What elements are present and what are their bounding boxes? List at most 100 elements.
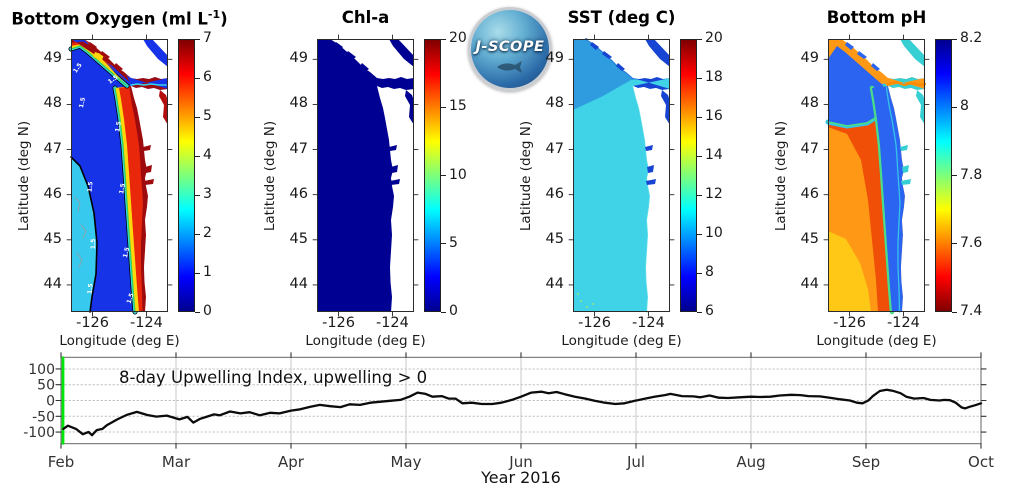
colorbar-tick-label: 2 xyxy=(203,225,212,241)
panel-chl-a: Chl-a Latitude (deg N) Longitude (deg E)… xyxy=(262,8,467,349)
timeseries-x-axis-label: Year 2016 xyxy=(481,468,561,487)
lon-tick-label: -124 xyxy=(129,315,163,331)
colorbar-bottom-ph xyxy=(935,39,952,312)
panel-bottom-oxygen: Bottom Oxygen (ml L-1) Latitude (deg N) … xyxy=(11,8,227,349)
colorbar-tick-label: 6 xyxy=(203,69,212,85)
month-tick-label: Feb xyxy=(48,453,75,471)
lat-tick-label: 45 xyxy=(545,230,564,247)
lon-tick-label: -126 xyxy=(322,315,356,331)
lon-tick-label: -124 xyxy=(886,315,920,331)
contour-label: 1.5 xyxy=(86,181,94,192)
colorbar-tick xyxy=(441,175,446,176)
contour-label: 1.5 xyxy=(126,292,136,304)
lon-tick-label: -126 xyxy=(578,315,612,331)
colorbar-tick-label: 10 xyxy=(449,166,467,183)
y-axis-label: Latitude (deg N) xyxy=(16,120,32,231)
upwelling-curve xyxy=(62,388,983,437)
lat-tick-label: 44 xyxy=(800,275,819,292)
colorbar-tick xyxy=(697,38,702,40)
lat-tick-label: 48 xyxy=(289,95,308,112)
contour-label: 1.5 xyxy=(90,239,97,250)
y-tick-label: -50 xyxy=(32,409,55,425)
colorbar-tick-label: 14 xyxy=(705,147,723,163)
lat-tick-label: 48 xyxy=(800,95,819,112)
y-axis-label: Latitude (deg N) xyxy=(773,120,789,231)
panel-title-bottom-ph: Bottom pH xyxy=(826,8,927,27)
lat-tick-label: 46 xyxy=(800,185,819,202)
lat-tick-label: 45 xyxy=(43,230,62,247)
colorbar-tick xyxy=(697,311,702,313)
panel-sst: SST (deg C) Latitude (deg N) Longitude (… xyxy=(518,8,723,349)
month-tick-label: Apr xyxy=(278,453,305,471)
colorbar-sst xyxy=(680,39,697,312)
colorbar-tick xyxy=(195,38,200,40)
colorbar-tick xyxy=(195,77,200,79)
colorbar-tick xyxy=(195,272,200,274)
fish-icon xyxy=(497,61,522,73)
colorbar-tick-label: 5 xyxy=(449,234,458,251)
colorbar-tick xyxy=(441,311,446,313)
contour-label: 1.5 xyxy=(107,74,120,86)
upwelling-timeseries: Feb Mar Apr May Jun Jul Aug Sep Oct -100 -50 0 50 100 xyxy=(0,350,1010,495)
colorbar-tick xyxy=(952,175,957,176)
lat-tick-label: 48 xyxy=(545,95,564,112)
colorbar-tick xyxy=(952,311,957,313)
colorbar-tick-label: 18 xyxy=(705,69,723,85)
lon-tick-label: -124 xyxy=(375,315,409,331)
colorbar-tick-label: 8 xyxy=(960,98,969,115)
colorbar-tick xyxy=(952,243,957,245)
contour-label: 1.5 xyxy=(114,121,123,133)
colorbar-tick-label: 0 xyxy=(203,303,212,319)
month-tick-label: Oct xyxy=(968,453,994,471)
colorbar-tick xyxy=(697,194,702,196)
lat-tick-label: 44 xyxy=(43,275,62,292)
colorbar-tick-label: 5 xyxy=(203,108,212,124)
map-bottom-ph xyxy=(823,34,930,317)
x-axis-label: Longitude (deg E) xyxy=(59,333,180,349)
map-bottom-oxygen: 1.5 1.5 1.5 1.5 1.5 1.5 1.5 1.5 1.5 1.5 xyxy=(66,34,173,317)
colorbar-tick xyxy=(952,106,957,108)
y-tick-label: 0 xyxy=(46,394,55,410)
lat-tick-label: 45 xyxy=(289,230,308,247)
contour-label: 1.5 xyxy=(72,62,84,75)
lat-tick-label: 49 xyxy=(545,50,564,67)
month-tick-label: Mar xyxy=(162,453,191,471)
map-chl-a xyxy=(312,34,419,317)
colorbar-tick xyxy=(697,272,702,274)
y-tick-label: -100 xyxy=(23,425,55,441)
lon-tick-label: -124 xyxy=(631,315,665,331)
colorbar-tick-label: 7.4 xyxy=(960,303,983,319)
y-tick-label: 100 xyxy=(28,362,55,378)
colorbar-tick-label: 8 xyxy=(705,264,714,280)
lat-tick-label: 44 xyxy=(545,275,564,292)
contour-label: 1.5 xyxy=(86,283,94,294)
y-axis-label: Latitude (deg N) xyxy=(262,120,278,231)
colorbar-tick xyxy=(697,233,702,235)
y-axis-label: Latitude (deg N) xyxy=(518,120,534,231)
colorbar-tick-label: 4 xyxy=(203,147,212,163)
contour-label: 1.5 xyxy=(78,97,87,109)
colorbar-tick-label: 7.6 xyxy=(960,234,983,251)
month-tick-label: Sep xyxy=(852,453,880,471)
colorbar-tick-label: 12 xyxy=(705,186,723,202)
lat-tick-label: 48 xyxy=(43,95,62,112)
y-tick-label: 50 xyxy=(37,378,55,394)
x-axis-label: Longitude (deg E) xyxy=(816,333,937,349)
colorbar-tick-label: 20 xyxy=(705,30,723,46)
colorbar-tick-label: 1 xyxy=(203,264,212,280)
lat-tick-label: 49 xyxy=(43,50,62,67)
colorbar-tick-label: 0 xyxy=(449,303,458,319)
lat-tick-label: 46 xyxy=(545,185,564,202)
colorbar-tick-label: 15 xyxy=(449,98,467,115)
lat-tick-label: 49 xyxy=(800,50,819,67)
colorbar-tick-label: 10 xyxy=(705,225,723,241)
x-axis-label: Longitude (deg E) xyxy=(561,333,682,349)
month-tick-label: Aug xyxy=(736,453,765,471)
colorbar-tick xyxy=(195,155,200,157)
panel-bottom-ph: Bottom pH Latitude (deg N) Longitude (de… xyxy=(773,8,982,349)
jscope-logo: J-SCOPE xyxy=(468,7,552,91)
colorbar-tick xyxy=(195,194,200,196)
lat-tick-label: 44 xyxy=(289,275,308,292)
month-tick-label: Jul xyxy=(626,453,645,471)
